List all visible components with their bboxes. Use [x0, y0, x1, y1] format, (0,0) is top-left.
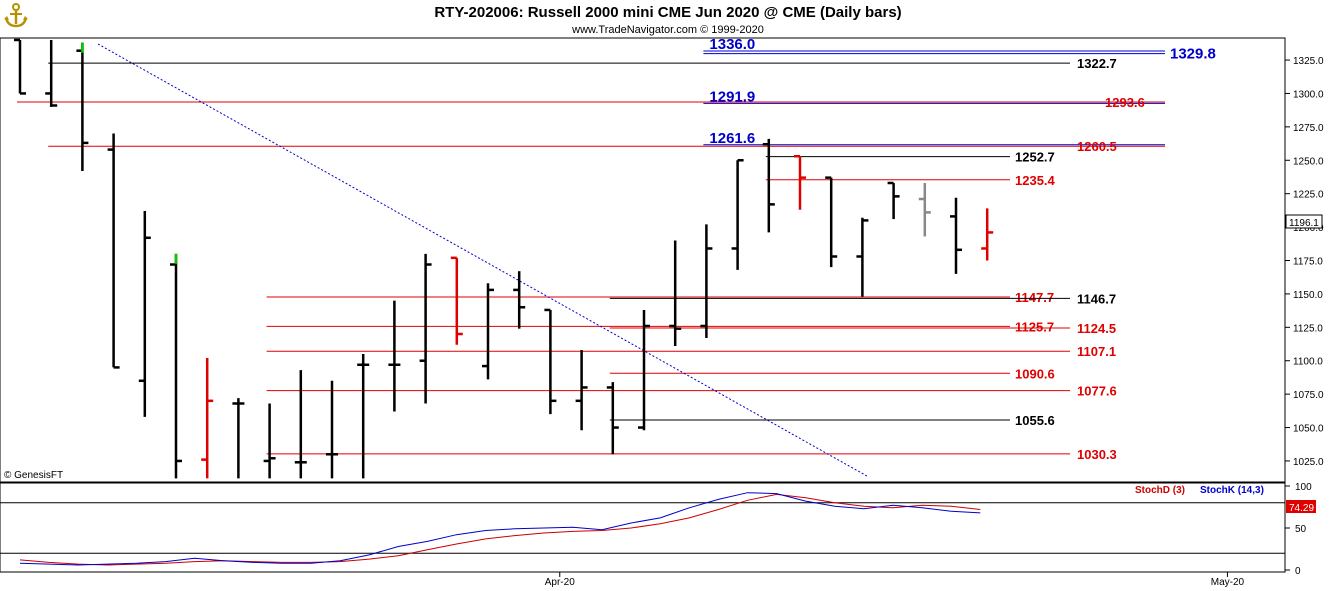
price-tick-label: 1150.0 [1293, 290, 1323, 301]
ohlc-bar [731, 159, 744, 270]
ohlc-bar [606, 382, 619, 455]
level-label: 1261.6 [709, 130, 755, 147]
level-label: 1235.4 [1015, 173, 1056, 188]
level-label: 1260.5 [1077, 139, 1117, 154]
stoch-d-legend: StochD (3) [1135, 485, 1185, 496]
level-label: 1146.7 [1077, 291, 1116, 306]
price-tick-label: 1225.0 [1293, 190, 1324, 201]
support-resistance-levels: 1336.0 1329.8 1322.7 1291.9 1293.6 1261.6 1260… [17, 36, 1216, 462]
ohlc-bar [14, 38, 26, 95]
ohlc-bar [45, 40, 58, 107]
price-tick-label: 1075.0 [1293, 390, 1324, 401]
price-axis-ticks: 1325.0 1300.0 1275.0 1250.0 1225.0 1200.0 1175… [1285, 56, 1324, 468]
price-tick-label: 1300.0 [1293, 89, 1324, 100]
watermark: © GenesisFT [4, 470, 63, 481]
stoch-k-legend: StochK (14,3) [1200, 485, 1264, 496]
logo [4, 3, 28, 28]
ohlc-bar [138, 211, 151, 417]
ohlc-bar [107, 133, 120, 369]
ohlc-bar [419, 253, 432, 404]
chart-title: RTY-202006: Russell 2000 mini CME Jun 20… [434, 4, 901, 21]
stoch-k-line [19, 492, 981, 566]
chart-subtitle: www.TradeNavigator.com © 1999-2020 [571, 24, 764, 36]
ohlc-bar [762, 138, 775, 233]
price-tick-label: 1200.0 [1293, 223, 1324, 234]
stoch-d-line [19, 493, 981, 566]
last-price-label: 1196.1 [1289, 218, 1319, 229]
stoch-value-tag [1286, 500, 1316, 513]
price-tick-label: 1275.0 [1293, 123, 1324, 134]
ohlc-bar [76, 42, 89, 171]
ohlc-bar [294, 370, 307, 479]
level-label: 1147.7 [1015, 290, 1054, 305]
price-tick-label: 1250.0 [1293, 156, 1324, 167]
level-label: 1107.1 [1077, 344, 1116, 359]
stoch-tick-label: 50 [1295, 524, 1307, 535]
ohlc-bar [950, 197, 962, 274]
ohlc-bar [544, 308, 557, 415]
ohlc-bar [794, 155, 806, 210]
ohlc-bar [326, 380, 338, 479]
price-tick-label: 1100.0 [1293, 357, 1323, 368]
ohlc-bar [450, 256, 463, 345]
price-tick-label: 1050.0 [1293, 424, 1324, 435]
ohlc-bar [201, 358, 214, 479]
ohlc-bar [232, 398, 245, 479]
ohlc-bar [357, 354, 370, 479]
ohlc-bar [638, 309, 650, 431]
ohlc-bar [388, 300, 401, 412]
ohlc-bar [170, 253, 182, 479]
price-tick-label: 1125.0 [1293, 323, 1323, 334]
ohlc-bar [263, 403, 276, 479]
ohlc-bar [856, 217, 869, 297]
ohlc-bar [825, 176, 838, 268]
stoch-value-label: 74.29 [1289, 503, 1314, 514]
trendline-group [97, 43, 869, 478]
ohlc-bar [513, 271, 526, 329]
anchor-icon [4, 3, 28, 28]
ohlc-bar [887, 181, 900, 220]
price-tick-label: 1325.0 [1293, 56, 1324, 67]
level-label: 1124.5 [1077, 321, 1116, 336]
ohlc-bar [482, 283, 494, 380]
date-tick-label: May-20 [1211, 577, 1245, 588]
level-label: 1090.6 [1015, 366, 1055, 381]
date-axis-labels: Apr-20 May-20 [545, 572, 1245, 588]
level-label: 1336.0 [709, 36, 755, 53]
level-label: 1077.6 [1077, 384, 1117, 399]
ohlc-bar [669, 240, 682, 347]
last-price-tag [1285, 214, 1323, 229]
level-label: 1293.6 [1105, 95, 1145, 110]
level-label: 1322.7 [1077, 56, 1117, 71]
level-label: 1252.7 [1015, 150, 1055, 165]
ohlc-bar [700, 224, 713, 339]
ohlc-bar [981, 208, 994, 261]
ohlc-bar [575, 350, 588, 431]
level-label: 1291.9 [709, 88, 755, 105]
level-label: 1055.6 [1015, 413, 1055, 428]
price-tick-label: 1175.0 [1293, 257, 1323, 268]
stoch-tick-label: 0 [1295, 566, 1301, 577]
trendline [97, 43, 869, 478]
stochastic-lines: 100 50 0 [0, 482, 1312, 577]
date-tick-label: Apr-20 [545, 577, 575, 588]
level-label: 1125.7 [1015, 319, 1054, 334]
stoch-tick-label: 100 [1295, 482, 1312, 493]
ohlc-bars [14, 38, 994, 479]
level-label: 1030.3 [1077, 447, 1117, 462]
price-tick-label: 1025.0 [1293, 457, 1324, 468]
level-label: 1329.8 [1170, 46, 1216, 63]
ohlc-bar [918, 182, 931, 237]
price-panel [0, 37, 1286, 483]
